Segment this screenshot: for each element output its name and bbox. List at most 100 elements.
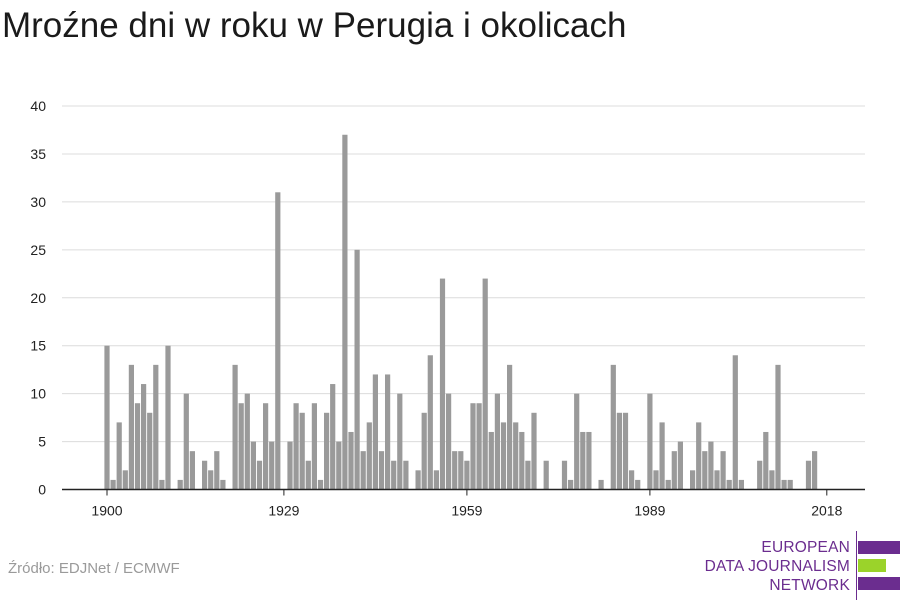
bar — [263, 403, 269, 490]
x-tick-label: 2018 — [811, 503, 842, 519]
bar — [360, 451, 366, 490]
bar — [787, 479, 793, 490]
bar — [342, 134, 348, 490]
bar — [348, 431, 354, 490]
bar — [232, 364, 238, 490]
bar — [153, 364, 159, 490]
bar — [616, 412, 622, 490]
bar — [476, 403, 482, 490]
bar — [238, 403, 244, 490]
bar — [696, 422, 702, 490]
bar — [464, 460, 470, 490]
bar — [507, 364, 513, 490]
bar — [275, 192, 281, 490]
y-tick-label: 5 — [38, 434, 46, 450]
chart-title: Mroźne dni w roku w Perugia i okolicach — [2, 6, 627, 45]
bar — [690, 470, 696, 490]
bar — [354, 249, 360, 490]
bar — [403, 460, 409, 490]
bar — [543, 460, 549, 490]
bar — [458, 451, 464, 490]
bar-chart: 0 5 10 15 20 25 30 35 40 1900 1929 1959 1989 2018 — [30, 98, 865, 519]
bar — [433, 470, 439, 490]
bar — [757, 460, 763, 490]
logo-bar-purple-bottom — [858, 577, 900, 590]
bar — [372, 374, 378, 490]
bar — [763, 431, 769, 490]
bar — [141, 384, 147, 490]
x-tick-label: 1900 — [91, 503, 122, 519]
bar — [714, 470, 720, 490]
bar — [421, 412, 427, 490]
bar — [561, 460, 568, 490]
bar — [452, 451, 458, 490]
x-tick-label: 1929 — [268, 503, 299, 519]
bar — [317, 479, 324, 490]
bar — [104, 345, 110, 490]
logo-bar-green — [858, 559, 886, 572]
bar — [391, 460, 397, 490]
bar — [208, 470, 214, 490]
y-tick-label: 0 — [38, 482, 46, 498]
bar — [482, 278, 488, 490]
bar — [427, 355, 433, 490]
bar — [781, 479, 787, 490]
bar — [775, 364, 781, 490]
bar — [500, 422, 507, 490]
bar — [202, 460, 208, 490]
bar — [250, 441, 256, 490]
bar — [134, 403, 141, 490]
bar — [189, 451, 195, 490]
source-note: Źródło: EDJNet / ECMWF — [8, 560, 180, 577]
bar — [659, 422, 665, 490]
y-tick-label: 30 — [30, 194, 46, 210]
bar — [439, 278, 446, 490]
bar — [726, 479, 732, 490]
bar — [128, 364, 134, 490]
edjnet-logo: EUROPEAN DATA JOURNALISM NETWORK — [700, 531, 900, 600]
bar — [677, 441, 683, 490]
bar — [220, 479, 226, 490]
bar — [647, 393, 653, 490]
logo-line-3: NETWORK — [769, 577, 850, 594]
bar — [324, 412, 330, 490]
y-tick-label: 10 — [30, 386, 46, 402]
bar — [812, 451, 818, 490]
y-tick-label: 20 — [30, 290, 46, 306]
bar — [720, 451, 726, 490]
bar — [488, 431, 494, 490]
bar — [269, 441, 275, 490]
y-tick-label: 15 — [30, 338, 46, 354]
bar — [580, 431, 586, 490]
bar — [110, 479, 116, 490]
bar — [494, 393, 500, 490]
bar — [385, 374, 391, 490]
gridlines — [62, 105, 865, 443]
bar — [519, 431, 525, 490]
bar — [769, 470, 775, 490]
bar — [671, 451, 677, 490]
bar — [336, 441, 342, 490]
y-tick-label: 40 — [30, 98, 46, 114]
bar — [165, 345, 171, 490]
bar — [397, 393, 403, 490]
bar — [598, 479, 604, 490]
bar — [366, 422, 372, 490]
bar — [525, 460, 531, 490]
logo-bar-purple-top — [858, 541, 900, 554]
y-tick-label: 35 — [30, 146, 46, 162]
bar — [256, 460, 263, 490]
bar — [568, 479, 574, 490]
bar — [738, 479, 744, 490]
x-tick-label: 1959 — [451, 503, 482, 519]
bar — [470, 403, 476, 490]
bar — [531, 412, 537, 490]
bar — [702, 451, 708, 490]
bar — [805, 460, 812, 490]
bar — [513, 422, 519, 490]
bar — [330, 384, 336, 490]
bar — [177, 479, 183, 490]
bar — [635, 479, 641, 490]
x-axis-ticks: 1900 1929 1959 1989 2018 — [91, 489, 843, 519]
bar — [610, 364, 616, 490]
